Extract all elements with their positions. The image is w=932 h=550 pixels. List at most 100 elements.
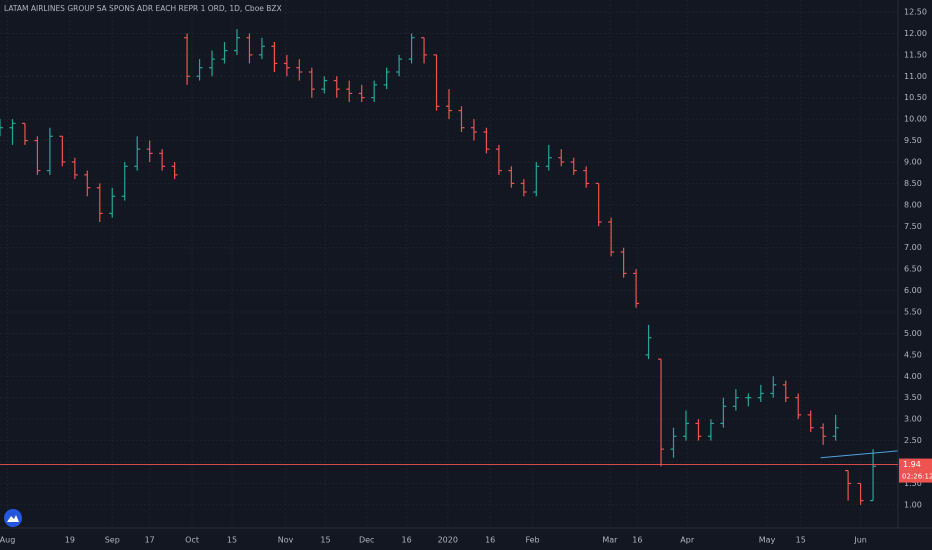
y-tick-label: 3.50 — [904, 393, 922, 402]
x-tick-label: 15 — [227, 536, 237, 545]
x-tick-label: 17 — [145, 536, 155, 545]
ohlc-bar — [483, 127, 490, 154]
x-tick-label: 16 — [485, 536, 495, 545]
ohlc-bar — [446, 89, 452, 120]
x-tick-label: Nov — [278, 536, 294, 545]
ohlc-bar — [820, 423, 827, 445]
y-tick-label: 4.00 — [904, 372, 922, 381]
ohlc-bar — [46, 127, 53, 175]
ohlc-bar — [670, 427, 677, 458]
ohlc-bar — [845, 469, 852, 501]
ohlc-bar — [84, 170, 91, 197]
ohlc-bar — [296, 59, 303, 81]
y-tick-label: 3.00 — [904, 415, 922, 424]
y-tick-label: 6.00 — [904, 286, 922, 295]
ohlc-bar — [146, 140, 153, 162]
logo[interactable] — [4, 509, 22, 527]
price-label: 1.94 — [903, 460, 921, 469]
ohlc-bar — [545, 144, 552, 171]
ohlc-bar — [720, 397, 727, 428]
ohlc-bar — [470, 119, 477, 141]
x-tick-label: Apr — [680, 536, 695, 545]
x-tick-label: 16 — [632, 536, 642, 545]
ohlc-bar — [233, 29, 240, 55]
chart-title: LATAM AIRLINES GROUP SA SPONS ADR EACH R… — [4, 4, 282, 13]
ohlc-bar — [732, 389, 739, 411]
ohlc-bar — [795, 393, 802, 420]
y-tick-label: 8.50 — [904, 179, 922, 188]
ohlc-bar — [346, 80, 353, 102]
ohlc-bar — [246, 33, 253, 64]
ohlc-bar — [558, 149, 565, 167]
y-tick-label: 12.00 — [904, 29, 927, 38]
trendline — [820, 450, 899, 459]
ohlc-bar — [633, 269, 640, 308]
ohlc-bar — [645, 324, 652, 360]
y-tick-label: 8.00 — [904, 200, 922, 209]
ohlc-bar — [109, 187, 116, 218]
ohlc-bar — [770, 376, 777, 398]
y-tick-label: 10.00 — [904, 115, 927, 124]
x-tick-label: 15 — [796, 536, 806, 545]
ohlc-bar — [121, 162, 128, 201]
ohlc-bar — [0, 119, 3, 137]
ohlc-bar — [707, 419, 714, 441]
ohlc-bar — [221, 42, 228, 64]
ohlc-bar — [333, 76, 340, 98]
ohlc-bar — [159, 149, 166, 171]
ohlc-bar — [832, 414, 839, 441]
ohlc-bar — [271, 42, 278, 72]
ohlc-bar — [258, 37, 265, 60]
logo-icon[interactable] — [7, 515, 19, 522]
x-tick-label: 19 — [65, 536, 75, 545]
ohlc-bar — [533, 162, 540, 197]
x-tick-label: Oct — [185, 536, 199, 545]
ohlc-bar — [71, 157, 78, 180]
ohlc-bar — [658, 358, 665, 467]
ohlc-bar — [209, 50, 216, 77]
ohlc-bar — [745, 393, 752, 407]
plot — [0, 29, 899, 505]
ohlc-bar — [34, 136, 41, 175]
ohlc-bar — [96, 183, 103, 222]
x-tick-label: Mar — [602, 536, 618, 545]
ohlc-bar — [695, 419, 702, 441]
ohlc-bar — [134, 136, 141, 171]
price-label-box — [899, 458, 932, 483]
ohlc-bar — [807, 410, 814, 432]
x-tick-label: 16 — [402, 536, 412, 545]
ohlc-bar — [433, 54, 440, 111]
ohlc-bar — [682, 410, 689, 441]
ohlc-bar — [396, 54, 403, 77]
ohlc-bar — [458, 106, 465, 132]
x-tick-label: Feb — [525, 536, 539, 545]
y-tick-label: 9.00 — [904, 158, 922, 167]
y-tick-label: 5.00 — [904, 329, 922, 338]
x-tick-label: Jun — [853, 536, 867, 545]
ohlc-bar — [184, 33, 191, 85]
y-tick-label: 6.50 — [904, 265, 922, 274]
ohlc-bar — [495, 144, 502, 175]
x-tick-label: Aug — [0, 536, 15, 545]
ohlc-bar — [21, 122, 28, 145]
y-tick-label: 5.50 — [904, 308, 922, 317]
ohlc-bar — [870, 449, 877, 502]
ohlc-bar — [620, 247, 627, 278]
x-tick-label: May — [759, 536, 776, 545]
ohlc-bar — [782, 380, 789, 402]
ohlc-bar — [171, 162, 178, 180]
y-tick-label: 4.50 — [904, 350, 922, 359]
ohlc-bar — [857, 482, 864, 505]
y-tick-label: 7.00 — [904, 243, 922, 252]
ohlc-bar — [9, 119, 16, 145]
ohlc-bar — [383, 67, 390, 90]
ohlc-bar — [508, 166, 515, 188]
ohlc-bar — [570, 157, 577, 175]
y-tick-label: 7.50 — [904, 222, 922, 231]
ohlc-bar — [283, 54, 290, 77]
y-tick-label: 11.00 — [904, 72, 927, 81]
ohlc-bar — [59, 135, 66, 167]
ohlc-bar — [358, 84, 365, 102]
